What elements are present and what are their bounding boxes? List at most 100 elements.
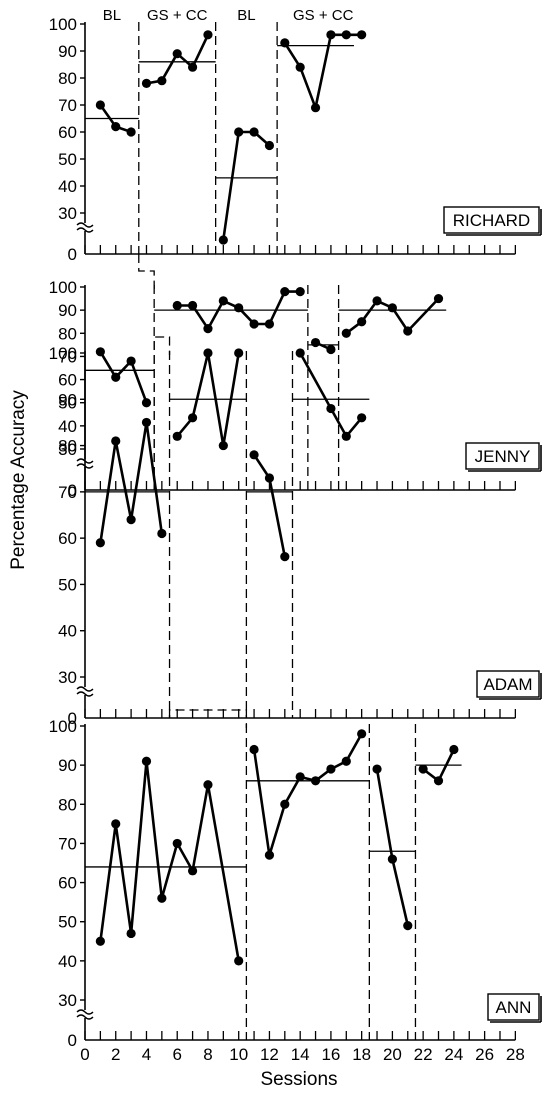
data-point [280, 287, 290, 297]
y-tick-label: 60 [58, 123, 77, 142]
series-line [222, 130, 271, 241]
x-tick-label: 22 [414, 1045, 433, 1064]
axis-break-mark [76, 686, 94, 692]
data-point [341, 431, 351, 441]
y-tick-label: 40 [58, 952, 77, 971]
y-tick-label: 80 [58, 69, 77, 88]
y-tick-label: 40 [58, 622, 77, 641]
data-point [126, 515, 136, 525]
x-axis-title: Sessions [260, 1069, 337, 1090]
y-axis-title: Percentage Accuracy [8, 390, 29, 570]
data-point [280, 38, 290, 48]
data-point [326, 30, 336, 40]
y-tick-label: 70 [58, 347, 77, 366]
participant-name: ANN [496, 998, 532, 1017]
series-line [375, 768, 410, 926]
data-point [218, 296, 228, 306]
axis-break-mark [76, 1009, 94, 1015]
y-tick-label: 50 [58, 575, 77, 594]
data-point [203, 30, 213, 40]
participant-name: JENNY [475, 447, 531, 466]
data-point [357, 317, 367, 327]
x-tick-label: 26 [475, 1045, 494, 1064]
x-tick-label: 24 [444, 1045, 463, 1064]
data-point [418, 764, 428, 774]
data-point [264, 473, 275, 483]
participant-name-box [443, 206, 540, 234]
data-point [187, 866, 198, 876]
participant-name: ADAM [483, 675, 532, 694]
x-tick-label: 2 [111, 1045, 120, 1064]
data-point [234, 348, 244, 358]
phase-label: BL [237, 7, 255, 24]
data-point [341, 756, 351, 766]
data-point [295, 62, 305, 72]
y-tick-label: 50 [58, 394, 77, 413]
y-tick-label: 30 [58, 668, 77, 687]
y-tick-label: 60 [58, 874, 77, 893]
data-point [326, 344, 336, 355]
data-point [326, 403, 336, 414]
data-point [141, 756, 152, 766]
data-point [111, 122, 121, 132]
data-point [141, 398, 152, 408]
x-tick-label: 6 [172, 1045, 181, 1064]
data-point [372, 296, 382, 306]
phase-label: GS + CC [147, 7, 208, 24]
data-point [326, 764, 336, 774]
data-point [111, 436, 121, 446]
data-point [310, 103, 321, 113]
data-point [126, 356, 136, 366]
phase-label: BL [103, 7, 121, 24]
y-tick-label: 80 [58, 324, 77, 343]
panel-ann: 30 40 50 60 70 80 90 100 0 ANN [49, 717, 542, 1050]
x-tick-label: 20 [383, 1045, 402, 1064]
data-point [157, 76, 167, 86]
data-point [218, 440, 228, 451]
x-tick-label: 0 [80, 1045, 89, 1064]
data-point [234, 127, 244, 137]
data-point [372, 764, 382, 774]
y-tick-label: 90 [58, 42, 77, 61]
y-tick-label: 100 [49, 278, 77, 297]
data-point [187, 413, 198, 423]
data-point [295, 287, 305, 297]
y-tick-label: 90 [58, 390, 77, 409]
data-point [280, 799, 290, 809]
x-tick-label: 12 [260, 1045, 279, 1064]
data-point [341, 328, 351, 338]
data-point [403, 326, 413, 336]
y-tick-label: 90 [58, 756, 77, 775]
data-point [172, 49, 182, 59]
participant-name-box [476, 670, 540, 698]
y-tick-label: 50 [58, 150, 77, 169]
participant-name-box [487, 993, 540, 1021]
data-point [264, 850, 275, 860]
y-tick-label: 80 [58, 795, 77, 814]
y-tick-label: 40 [58, 417, 77, 436]
data-point [187, 62, 198, 72]
x-tick-label: 14 [291, 1045, 310, 1064]
panel-jenny: 30 40 50 60 70 80 90 100 0 JENNY [49, 278, 542, 500]
data-point [403, 921, 413, 931]
data-point [341, 30, 351, 40]
data-point [249, 319, 259, 329]
series-line [146, 34, 210, 85]
axis-break-mark [76, 227, 94, 233]
y-tick-label: 70 [58, 483, 77, 502]
data-point [310, 776, 321, 786]
series-line [253, 454, 287, 557]
series-line [99, 351, 148, 404]
data-point [218, 235, 228, 245]
data-point [264, 319, 275, 329]
x-tick-label: 16 [321, 1045, 340, 1064]
y-tick-label: 0 [68, 245, 77, 264]
y-tick-label: 30 [58, 440, 77, 459]
data-point [95, 936, 105, 946]
data-point [95, 100, 105, 110]
x-tick-label: 28 [506, 1045, 525, 1064]
y-tick-label: 40 [58, 177, 77, 196]
data-point [126, 928, 136, 939]
data-point [449, 744, 459, 755]
